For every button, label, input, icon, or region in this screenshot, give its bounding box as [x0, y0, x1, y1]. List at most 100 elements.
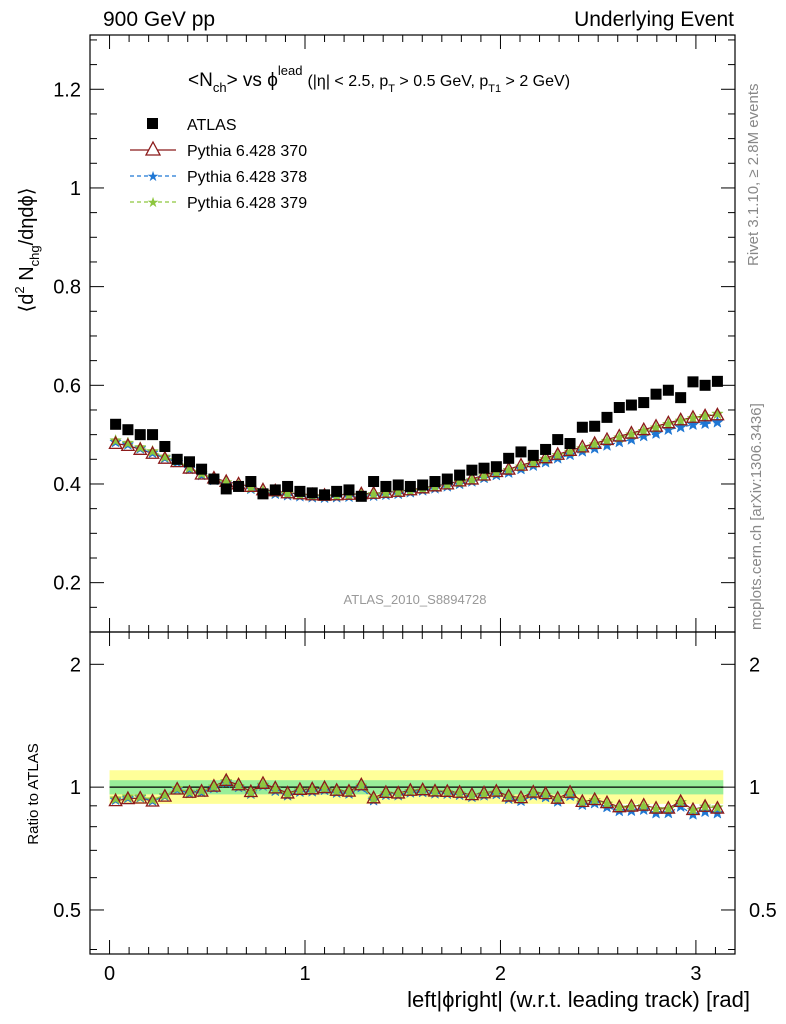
- x-tick-label: 3: [690, 963, 701, 985]
- ratio-star-marker: [711, 800, 724, 813]
- main-atlas-point: [454, 469, 466, 481]
- main-star-marker: [158, 450, 172, 463]
- ratio-triangle-marker: [550, 790, 565, 804]
- ratio-triangle-marker: [354, 776, 369, 791]
- main-atlas-point: [711, 375, 723, 387]
- main-triangle-marker: [599, 431, 615, 446]
- main-star-marker: [612, 430, 626, 444]
- ratio-triangle-marker: [710, 800, 725, 814]
- main-star-marker: [698, 409, 712, 422]
- header-left: 900 GeV pp: [103, 8, 216, 31]
- legend-label-379: Pythia 6.428 379: [187, 195, 307, 212]
- legend-marker-370: [144, 140, 162, 156]
- main-atlas-point: [429, 476, 441, 488]
- ratio-y-tick-label-right: 1: [749, 777, 760, 799]
- main-series-line: [115, 414, 718, 496]
- ratio-star-marker: [514, 792, 528, 805]
- ratio-x-ticks: 0 1 2 3: [104, 632, 736, 985]
- main-triangle-marker: [145, 445, 160, 459]
- main-star-marker: [551, 448, 565, 461]
- main-atlas-point: [687, 376, 699, 388]
- ratio-star-marker: [207, 780, 221, 793]
- main-atlas-point: [540, 443, 552, 455]
- main-star-marker: [686, 411, 700, 424]
- ratio-star-marker: [502, 790, 516, 803]
- main-triangle-marker: [550, 446, 565, 460]
- ratio-y-axis-label: Ratio to ATLAS: [25, 743, 42, 844]
- main-atlas-point: [675, 392, 687, 404]
- main-star-marker: [563, 445, 577, 458]
- main-triangle-marker: [182, 460, 197, 474]
- main-panel: 0.2 0.4 0.6 0.8 1 1.2 ATLAS_2010_S8894728 <Nc…: [12, 34, 736, 633]
- legend-marker-378: ★: [147, 169, 160, 185]
- header-right: Underlying Event: [574, 8, 734, 31]
- ratio-triangle-marker: [685, 801, 701, 816]
- ratio-triangle-marker: [427, 783, 443, 797]
- ratio-star-marker: [612, 801, 626, 814]
- ratio-panel: 0 1 2 3 0.5 0.5 1 1 2 2 Ratio to ATLAS left|ϕrig…: [25, 631, 777, 1012]
- main-y-ticks: 0.2 0.4 0.6 0.8 1 1.2: [53, 39, 735, 633]
- x-tick-label: 1: [299, 963, 310, 985]
- ratio-triangle-marker: [329, 782, 344, 796]
- ratio-triangle-marker: [255, 775, 271, 789]
- ratio-triangle-marker: [145, 793, 160, 807]
- main-atlas-point: [515, 446, 527, 458]
- ratio-triangle-marker: [501, 788, 516, 802]
- ratio-star-marker: [416, 783, 430, 797]
- ratio-star-marker: [403, 784, 417, 797]
- analysis-watermark: ATLAS_2010_S8894728: [344, 592, 487, 607]
- ratio-star-marker: [121, 790, 135, 803]
- ratio-triangle-marker: [636, 797, 651, 811]
- ratio-triangle-marker: [489, 783, 504, 797]
- ratio-triangle-marker: [697, 798, 713, 812]
- main-star-marker: [514, 459, 528, 473]
- main-triangle-marker: [538, 449, 553, 464]
- main-atlas-point: [110, 418, 122, 430]
- main-triangle-marker: [157, 450, 173, 464]
- ratio-plot-frame: [89, 631, 736, 955]
- legend-marker-379: ★: [147, 195, 160, 211]
- x-tick-label: 0: [104, 963, 115, 985]
- main-y-tick-label: 0.6: [53, 375, 81, 397]
- main-star-marker: [674, 414, 688, 427]
- main-star-marker: [526, 456, 540, 469]
- main-triangle-marker: [476, 467, 492, 481]
- ratio-triangle-marker: [661, 800, 676, 814]
- legend-entry-pythia-378: ★ Pythia 6.428 378: [130, 169, 307, 186]
- main-atlas-point: [294, 485, 306, 497]
- main-triangle-marker: [562, 442, 578, 456]
- ratio-star-marker: [698, 800, 712, 813]
- main-star-marker: [539, 452, 552, 465]
- main-atlas-point: [417, 479, 429, 491]
- main-triangle-marker: [108, 435, 123, 450]
- ratio-star-marker: [342, 785, 356, 798]
- ratio-triangle-marker: [415, 781, 430, 796]
- legend: ATLAS Pythia 6.428 370 ★ Pythia 6.428 37…: [130, 117, 307, 212]
- legend-entry-atlas: ATLAS: [147, 117, 237, 134]
- ratio-star-marker: [170, 781, 184, 794]
- ratio-star-marker: [477, 787, 491, 800]
- ratio-star-marker: [600, 797, 614, 810]
- ratio-star-marker: [293, 783, 307, 796]
- main-triangle-marker: [464, 471, 480, 485]
- x-axis-label: left|ϕright| (w.r.t. leading track) [rad…: [407, 987, 750, 1012]
- main-y-axis-label: ⟨d2 Nchg/dηdϕ⟩: [12, 187, 42, 312]
- main-triangle-marker: [636, 421, 651, 436]
- ratio-triangle-marker: [648, 800, 664, 814]
- ratio-y-ticks: 0.5 0.5 1 1 2 2: [53, 654, 777, 951]
- ratio-star-marker: [661, 802, 675, 815]
- main-atlas-point: [625, 399, 637, 411]
- ratio-star-marker: [440, 785, 454, 798]
- main-triangle-marker: [673, 411, 688, 426]
- main-atlas-point: [134, 429, 146, 441]
- main-star-marker: [711, 415, 724, 428]
- main-atlas-point: [638, 397, 650, 409]
- main-atlas-point: [220, 483, 232, 495]
- x-tick-label: 2: [495, 963, 506, 985]
- legend-label-370: Pythia 6.428 370: [187, 143, 307, 160]
- main-star-marker: [600, 434, 614, 447]
- ratio-star-marker: [305, 783, 319, 796]
- main-triangle-marker: [575, 439, 590, 453]
- ratio-triangle-marker: [378, 784, 394, 799]
- main-atlas-point: [490, 461, 502, 473]
